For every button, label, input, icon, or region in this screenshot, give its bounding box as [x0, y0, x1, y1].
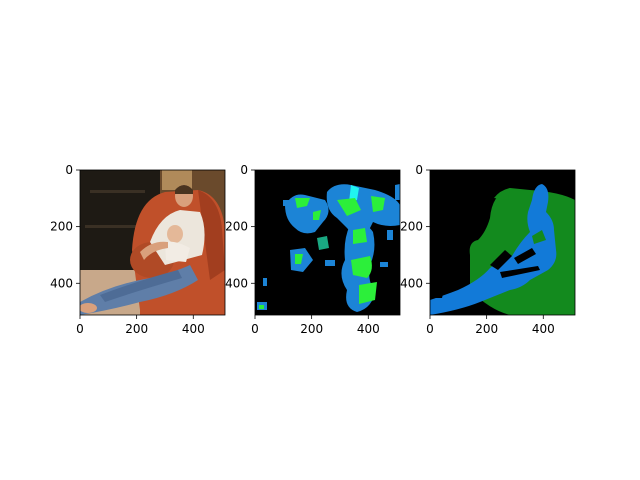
- y-tick-label: 200: [50, 220, 73, 234]
- x-tick-label: 200: [300, 322, 323, 336]
- panel-ground-truth-segmentation: [429, 169, 576, 316]
- y-tick-label: 400: [50, 276, 73, 290]
- photo-image: [80, 170, 225, 315]
- x-tick-label: 400: [357, 322, 380, 336]
- panel-frame: [429, 169, 576, 316]
- y-tick-label: 400: [400, 276, 423, 290]
- ground-truth-image: [430, 170, 575, 315]
- y-tick-label: 200: [225, 220, 248, 234]
- y-tick-label: 400: [225, 276, 248, 290]
- x-tick-label: 400: [532, 322, 555, 336]
- y-tick-label: 0: [240, 163, 248, 177]
- x-tick-label: 0: [251, 322, 259, 336]
- y-tick-label: 200: [400, 220, 423, 234]
- panel-frame: [254, 169, 401, 316]
- x-tick-label: 200: [125, 322, 148, 336]
- y-tick-label: 0: [415, 163, 423, 177]
- panel-input-photo: [79, 169, 226, 316]
- y-tick-label: 0: [65, 163, 73, 177]
- x-tick-label: 400: [182, 322, 205, 336]
- axis-ticks: 0 200 400 0 200 400 0 200 400 0 200 400 0 200 400 0 200 4…: [50, 163, 555, 336]
- x-tick-label: 0: [76, 322, 84, 336]
- panel-frame: [79, 169, 226, 316]
- segmentation-image: [255, 170, 400, 315]
- x-tick-label: 200: [475, 322, 498, 336]
- panel-predicted-segmentation: [254, 169, 401, 316]
- x-tick-label: 0: [426, 322, 434, 336]
